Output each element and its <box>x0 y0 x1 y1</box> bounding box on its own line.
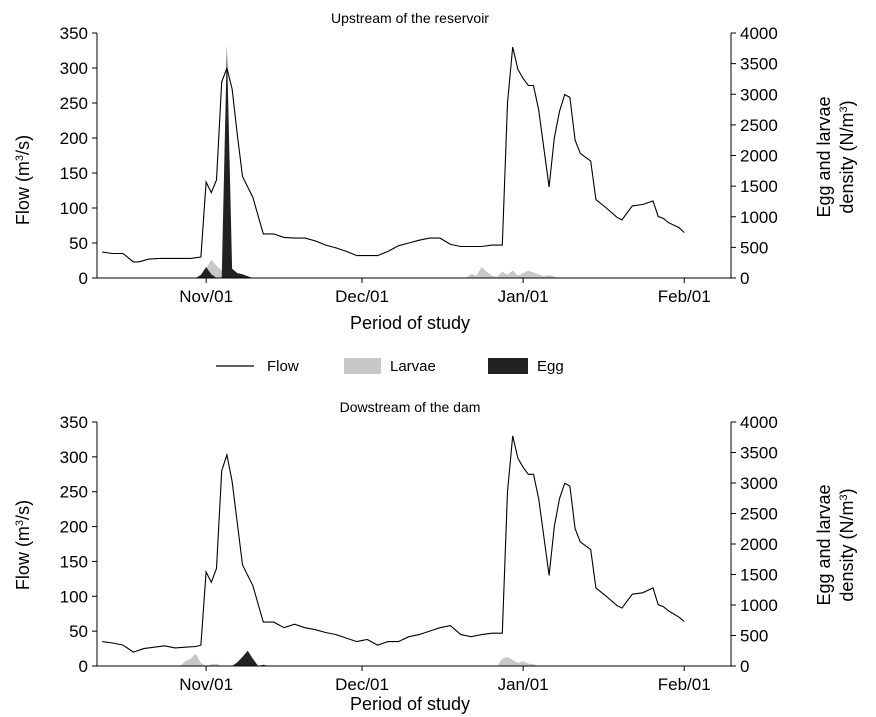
x-tick-label-bottom: Nov/01 <box>179 675 233 694</box>
larvae-area-bottom <box>180 653 539 666</box>
y-right-tick-label-top: 2500 <box>740 116 778 135</box>
y-left-tick-label-bottom: 200 <box>60 518 88 537</box>
y-left-tick-label-top: 350 <box>60 24 88 43</box>
y-right-tick-label-top: 3000 <box>740 85 778 104</box>
plot-top: 0501001502002503003500500100015002000250… <box>60 24 778 306</box>
y-right-tick-label-top: 1500 <box>740 177 778 196</box>
y-right-tick-label-bottom: 1000 <box>740 596 778 615</box>
y-right-tick-label-top: 3500 <box>740 55 778 74</box>
y-right-tick-label-top: 4000 <box>740 24 778 43</box>
y-axis-title-right-top-line2: density (N/m3) <box>837 100 857 213</box>
x-tick-label-top: Nov/01 <box>179 287 233 306</box>
x-tick-label-top: Jan/01 <box>498 287 549 306</box>
y-left-tick-label-bottom: 300 <box>60 448 88 467</box>
legend-larvae-label: Larvae <box>390 358 436 375</box>
legend-larvae-swatch <box>344 358 381 374</box>
y-right-tick-label-bottom: 4000 <box>740 413 778 432</box>
y-right-tick-label-bottom: 3500 <box>740 444 778 463</box>
x-axis-title-bottom: Period of study <box>350 694 470 714</box>
panel-title-bottom: Dowstream of the dam <box>340 399 481 415</box>
x-axis-title-top: Period of study <box>350 313 470 333</box>
x-tick-label-top: Dec/01 <box>335 287 389 306</box>
y-axis-title-right-top-line1: Egg and larvae <box>814 96 834 217</box>
x-tick-label-bottom: Feb/01 <box>658 675 711 694</box>
y-left-tick-label-bottom: 150 <box>60 552 88 571</box>
larvae-area-top <box>195 259 560 278</box>
egg-area-top <box>195 45 253 278</box>
y-right-tick-label-bottom: 500 <box>740 627 768 646</box>
y-axis-title-left-bottom: Flow (m3/s) <box>13 500 33 590</box>
y-right-tick-label-bottom: 2000 <box>740 535 778 554</box>
flow-line-bottom <box>102 435 685 653</box>
y-right-tick-label-bottom: 2500 <box>740 505 778 524</box>
y-left-tick-label-bottom: 350 <box>60 413 88 432</box>
x-tick-label-top: Feb/01 <box>658 287 711 306</box>
y-right-tick-label-bottom: 3000 <box>740 474 778 493</box>
y-axis-title-right-bottom-line1: Egg and larvae <box>814 484 834 605</box>
y-axis-title-right-bottom-line2: density (N/m3) <box>837 488 857 601</box>
flow-line-top <box>102 46 685 263</box>
y-left-tick-label-top: 50 <box>69 234 88 253</box>
y-right-tick-label-bottom: 0 <box>740 657 749 676</box>
y-left-tick-label-bottom: 50 <box>69 622 88 641</box>
y-right-tick-label-top: 2000 <box>740 147 778 166</box>
plot-bottom: 0501001502002503003500500100015002000250… <box>60 413 778 694</box>
y-left-tick-label-top: 300 <box>60 59 88 78</box>
x-tick-label-bottom: Dec/01 <box>335 675 389 694</box>
y-left-tick-label-top: 250 <box>60 94 88 113</box>
y-left-tick-label-bottom: 100 <box>60 587 88 606</box>
y-left-tick-label-top: 200 <box>60 129 88 148</box>
y-left-tick-label-bottom: 0 <box>79 657 88 676</box>
y-right-tick-label-top: 1000 <box>740 208 778 227</box>
legend-flow-label: Flow <box>267 358 299 375</box>
y-right-tick-label-bottom: 1500 <box>740 566 778 585</box>
plot-areas: 0501001502002503003500500100015002000250… <box>60 24 778 694</box>
y-left-tick-label-top: 150 <box>60 164 88 183</box>
y-left-tick-label-top: 100 <box>60 199 88 218</box>
y-axis-title-left-top: Flow (m3/s) <box>13 135 33 225</box>
egg-area-bottom <box>232 650 269 666</box>
y-left-tick-label-top: 0 <box>79 269 88 288</box>
x-tick-label-bottom: Jan/01 <box>498 675 549 694</box>
legend-egg-label: Egg <box>537 358 564 375</box>
panel-title-top: Upstream of the reservoir <box>331 10 489 26</box>
y-right-tick-label-top: 500 <box>740 238 768 257</box>
y-right-tick-label-top: 0 <box>740 269 749 288</box>
y-left-tick-label-bottom: 250 <box>60 483 88 502</box>
legend-egg-swatch <box>488 358 528 374</box>
